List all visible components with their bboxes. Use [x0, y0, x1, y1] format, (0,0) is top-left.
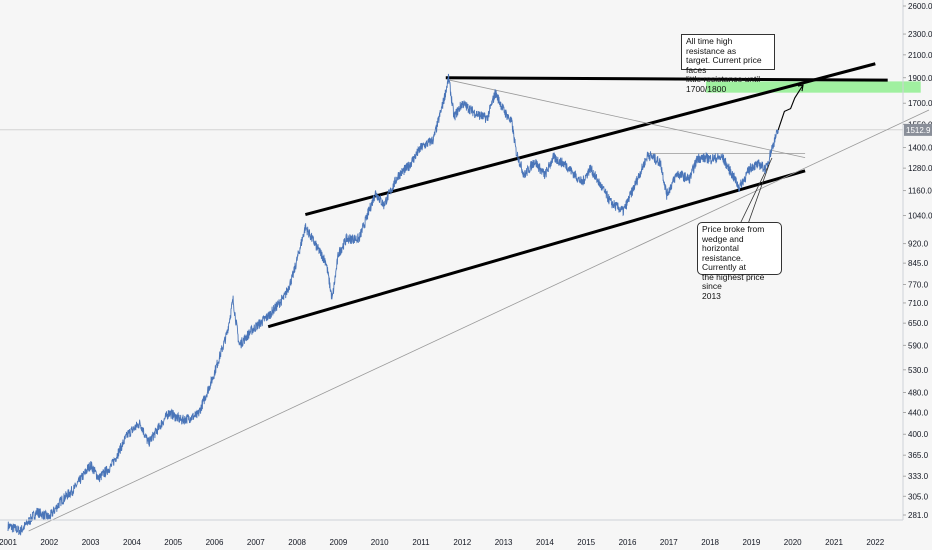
trend-line-1	[304, 62, 876, 216]
y-tick-label-2: 2100.0	[908, 51, 932, 60]
current-price-label: 1512.9	[906, 126, 931, 135]
y-tick-label-14: 650.0	[908, 319, 929, 328]
x-tick-label-2010: 2010	[371, 538, 389, 547]
y-tick-label-10: 920.0	[908, 240, 929, 249]
x-tick-label-2003: 2003	[82, 538, 100, 547]
x-tick-label-2014: 2014	[536, 538, 554, 547]
y-tick-label-8: 1160.0	[908, 187, 932, 196]
y-tick-label-23: 281.0	[908, 511, 929, 520]
y-tick-label-6: 1400.0	[908, 144, 932, 153]
x-tick-label-2015: 2015	[577, 538, 595, 547]
y-tick-label-3: 1900.0	[908, 74, 932, 83]
y-tick-label-1: 2300.0	[908, 30, 932, 39]
y-tick-label-15: 590.0	[908, 341, 929, 350]
x-tick-label-2019: 2019	[743, 538, 761, 547]
y-tick-label-20: 365.0	[908, 451, 929, 460]
annotation-wedge-break: Price broke from wedge and horizontal re…	[697, 222, 782, 300]
annotation-pointer-0	[739, 157, 773, 225]
y-tick-label-9: 1040.0	[908, 212, 932, 221]
x-tick-label-2004: 2004	[123, 538, 141, 547]
x-tick-label-2006: 2006	[206, 538, 224, 547]
x-tick-label-2011: 2011	[412, 538, 430, 547]
y-tick-label-19: 400.0	[908, 430, 929, 439]
trend-line-4	[449, 79, 806, 159]
x-tick-label-2021: 2021	[825, 538, 843, 547]
y-tick-label-21: 333.0	[908, 472, 929, 481]
projection-path	[777, 84, 804, 131]
x-tick-label-2001: 2001	[0, 538, 17, 547]
current-price-tag	[904, 123, 932, 136]
x-tick-label-2005: 2005	[164, 538, 182, 547]
trend-line-2	[267, 169, 806, 329]
y-tick-label-13: 710.0	[908, 299, 929, 308]
y-tick-label-4: 1700.0	[908, 99, 932, 108]
y-tick-label-7: 1280.0	[908, 164, 932, 173]
x-tick-label-2017: 2017	[660, 538, 678, 547]
y-tick-label-18: 440.0	[908, 408, 929, 417]
x-tick-label-2012: 2012	[453, 538, 471, 547]
y-tick-label-17: 480.0	[908, 389, 929, 398]
y-tick-label-11: 845.0	[908, 259, 929, 268]
y-tick-label-22: 305.0	[908, 492, 929, 501]
x-tick-label-2018: 2018	[701, 538, 719, 547]
x-tick-label-2020: 2020	[784, 538, 802, 547]
x-tick-label-2022: 2022	[866, 538, 884, 547]
x-tick-label-2007: 2007	[247, 538, 265, 547]
x-tick-label-2013: 2013	[495, 538, 513, 547]
y-tick-label-0: 2600.0	[908, 2, 932, 11]
y-tick-label-16: 530.0	[908, 366, 929, 375]
target-zone	[705, 81, 921, 93]
x-tick-label-2002: 2002	[40, 538, 58, 547]
annotation-ath-target: All time high resistance as target. Curr…	[681, 34, 775, 93]
x-tick-label-2009: 2009	[330, 538, 348, 547]
trend-line-3	[28, 109, 930, 532]
x-tick-label-2008: 2008	[288, 538, 306, 547]
projection-arrowhead	[797, 84, 804, 92]
x-tick-label-2016: 2016	[619, 538, 637, 547]
y-tick-label-12: 770.0	[908, 280, 929, 289]
price-series-line	[7, 73, 779, 536]
annotation-pointer-1	[747, 161, 771, 225]
